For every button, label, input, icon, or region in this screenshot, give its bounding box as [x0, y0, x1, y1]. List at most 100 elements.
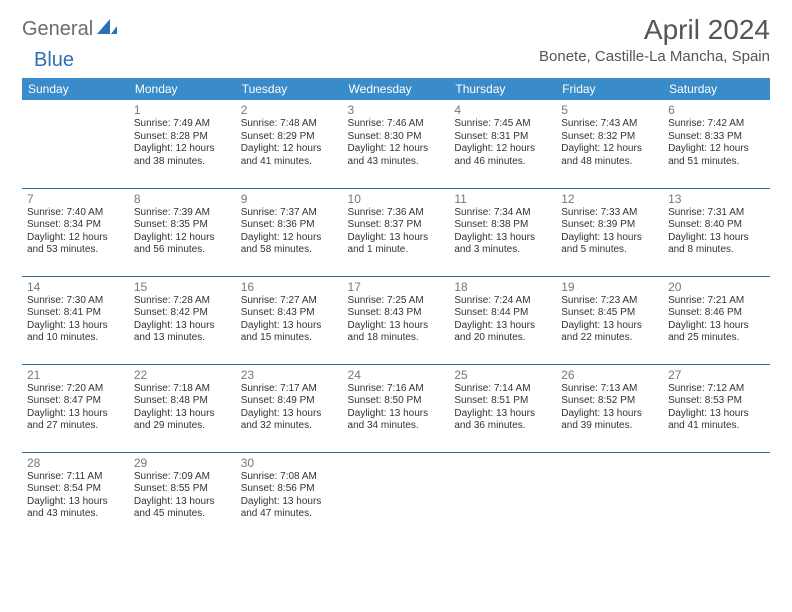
day-number: 14: [27, 280, 124, 294]
day-number: 4: [454, 103, 551, 117]
day-info: Sunrise: 7:39 AMSunset: 8:35 PMDaylight:…: [134, 207, 231, 257]
day-number: 11: [454, 192, 551, 206]
calendar-day-cell: 7Sunrise: 7:40 AMSunset: 8:34 PMDaylight…: [22, 188, 129, 276]
day-info: Sunrise: 7:40 AMSunset: 8:34 PMDaylight:…: [27, 207, 124, 257]
day-number: 29: [134, 456, 231, 470]
calendar-week-row: 14Sunrise: 7:30 AMSunset: 8:41 PMDayligh…: [22, 276, 770, 364]
calendar-day-cell: 3Sunrise: 7:46 AMSunset: 8:30 PMDaylight…: [343, 100, 450, 188]
day-info: Sunrise: 7:45 AMSunset: 8:31 PMDaylight:…: [454, 118, 551, 168]
calendar-day-cell: [449, 452, 556, 540]
calendar-day-cell: 5Sunrise: 7:43 AMSunset: 8:32 PMDaylight…: [556, 100, 663, 188]
calendar-day-cell: 11Sunrise: 7:34 AMSunset: 8:38 PMDayligh…: [449, 188, 556, 276]
day-number: 28: [27, 456, 124, 470]
day-info: Sunrise: 7:33 AMSunset: 8:39 PMDaylight:…: [561, 207, 658, 257]
calendar-day-cell: 19Sunrise: 7:23 AMSunset: 8:45 PMDayligh…: [556, 276, 663, 364]
calendar-day-cell: 23Sunrise: 7:17 AMSunset: 8:49 PMDayligh…: [236, 364, 343, 452]
day-info: Sunrise: 7:16 AMSunset: 8:50 PMDaylight:…: [348, 383, 445, 433]
day-number: 2: [241, 103, 338, 117]
day-info: Sunrise: 7:13 AMSunset: 8:52 PMDaylight:…: [561, 383, 658, 433]
day-info: Sunrise: 7:25 AMSunset: 8:43 PMDaylight:…: [348, 295, 445, 345]
day-info: Sunrise: 7:48 AMSunset: 8:29 PMDaylight:…: [241, 118, 338, 168]
calendar-day-cell: 9Sunrise: 7:37 AMSunset: 8:36 PMDaylight…: [236, 188, 343, 276]
day-info: Sunrise: 7:31 AMSunset: 8:40 PMDaylight:…: [668, 207, 765, 257]
day-info: Sunrise: 7:12 AMSunset: 8:53 PMDaylight:…: [668, 383, 765, 433]
calendar-week-row: 1Sunrise: 7:49 AMSunset: 8:28 PMDaylight…: [22, 100, 770, 188]
calendar-day-cell: 26Sunrise: 7:13 AMSunset: 8:52 PMDayligh…: [556, 364, 663, 452]
calendar-day-cell: [343, 452, 450, 540]
calendar-day-cell: 25Sunrise: 7:14 AMSunset: 8:51 PMDayligh…: [449, 364, 556, 452]
calendar-day-cell: 15Sunrise: 7:28 AMSunset: 8:42 PMDayligh…: [129, 276, 236, 364]
day-number: 20: [668, 280, 765, 294]
day-info: Sunrise: 7:37 AMSunset: 8:36 PMDaylight:…: [241, 207, 338, 257]
calendar-day-cell: 17Sunrise: 7:25 AMSunset: 8:43 PMDayligh…: [343, 276, 450, 364]
day-info: Sunrise: 7:09 AMSunset: 8:55 PMDaylight:…: [134, 471, 231, 521]
weekday-header: Monday: [129, 78, 236, 100]
day-number: 25: [454, 368, 551, 382]
calendar-page: General April 2024 Bonete, Castille-La M…: [0, 0, 792, 540]
calendar-day-cell: 14Sunrise: 7:30 AMSunset: 8:41 PMDayligh…: [22, 276, 129, 364]
day-info: Sunrise: 7:34 AMSunset: 8:38 PMDaylight:…: [454, 207, 551, 257]
calendar-day-cell: 21Sunrise: 7:20 AMSunset: 8:47 PMDayligh…: [22, 364, 129, 452]
day-info: Sunrise: 7:24 AMSunset: 8:44 PMDaylight:…: [454, 295, 551, 345]
title-block: April 2024 Bonete, Castille-La Mancha, S…: [539, 14, 770, 65]
day-info: Sunrise: 7:46 AMSunset: 8:30 PMDaylight:…: [348, 118, 445, 168]
day-number: 7: [27, 192, 124, 206]
calendar-day-cell: 20Sunrise: 7:21 AMSunset: 8:46 PMDayligh…: [663, 276, 770, 364]
day-number: 10: [348, 192, 445, 206]
weekday-header: Sunday: [22, 78, 129, 100]
location: Bonete, Castille-La Mancha, Spain: [539, 48, 770, 65]
logo: General: [22, 14, 119, 41]
day-info: Sunrise: 7:18 AMSunset: 8:48 PMDaylight:…: [134, 383, 231, 433]
day-info: Sunrise: 7:27 AMSunset: 8:43 PMDaylight:…: [241, 295, 338, 345]
day-info: Sunrise: 7:49 AMSunset: 8:28 PMDaylight:…: [134, 118, 231, 168]
day-number: 17: [348, 280, 445, 294]
month-title: April 2024: [539, 14, 770, 46]
calendar-day-cell: [556, 452, 663, 540]
calendar-day-cell: 27Sunrise: 7:12 AMSunset: 8:53 PMDayligh…: [663, 364, 770, 452]
weekday-header: Thursday: [449, 78, 556, 100]
day-number: 8: [134, 192, 231, 206]
calendar-day-cell: 6Sunrise: 7:42 AMSunset: 8:33 PMDaylight…: [663, 100, 770, 188]
calendar-week-row: 28Sunrise: 7:11 AMSunset: 8:54 PMDayligh…: [22, 452, 770, 540]
day-info: Sunrise: 7:36 AMSunset: 8:37 PMDaylight:…: [348, 207, 445, 257]
day-info: Sunrise: 7:08 AMSunset: 8:56 PMDaylight:…: [241, 471, 338, 521]
day-number: 22: [134, 368, 231, 382]
logo-text-blue: Blue: [34, 49, 74, 71]
calendar-day-cell: 10Sunrise: 7:36 AMSunset: 8:37 PMDayligh…: [343, 188, 450, 276]
day-info: Sunrise: 7:14 AMSunset: 8:51 PMDaylight:…: [454, 383, 551, 433]
day-number: 26: [561, 368, 658, 382]
day-info: Sunrise: 7:42 AMSunset: 8:33 PMDaylight:…: [668, 118, 765, 168]
weekday-header: Saturday: [663, 78, 770, 100]
calendar-day-cell: 18Sunrise: 7:24 AMSunset: 8:44 PMDayligh…: [449, 276, 556, 364]
day-info: Sunrise: 7:43 AMSunset: 8:32 PMDaylight:…: [561, 118, 658, 168]
calendar-day-cell: 13Sunrise: 7:31 AMSunset: 8:40 PMDayligh…: [663, 188, 770, 276]
day-info: Sunrise: 7:28 AMSunset: 8:42 PMDaylight:…: [134, 295, 231, 345]
day-number: 5: [561, 103, 658, 117]
day-info: Sunrise: 7:23 AMSunset: 8:45 PMDaylight:…: [561, 295, 658, 345]
calendar-day-cell: 1Sunrise: 7:49 AMSunset: 8:28 PMDaylight…: [129, 100, 236, 188]
day-info: Sunrise: 7:30 AMSunset: 8:41 PMDaylight:…: [27, 295, 124, 345]
day-number: 18: [454, 280, 551, 294]
day-number: 6: [668, 103, 765, 117]
calendar-day-cell: [22, 100, 129, 188]
day-number: 12: [561, 192, 658, 206]
day-number: 21: [27, 368, 124, 382]
calendar-day-cell: [663, 452, 770, 540]
calendar-table: Sunday Monday Tuesday Wednesday Thursday…: [22, 78, 770, 540]
day-number: 9: [241, 192, 338, 206]
day-info: Sunrise: 7:20 AMSunset: 8:47 PMDaylight:…: [27, 383, 124, 433]
calendar-day-cell: 24Sunrise: 7:16 AMSunset: 8:50 PMDayligh…: [343, 364, 450, 452]
weekday-header: Wednesday: [343, 78, 450, 100]
day-number: 3: [348, 103, 445, 117]
calendar-day-cell: 22Sunrise: 7:18 AMSunset: 8:48 PMDayligh…: [129, 364, 236, 452]
day-number: 27: [668, 368, 765, 382]
calendar-week-row: 21Sunrise: 7:20 AMSunset: 8:47 PMDayligh…: [22, 364, 770, 452]
day-number: 1: [134, 103, 231, 117]
day-number: 13: [668, 192, 765, 206]
calendar-day-cell: 28Sunrise: 7:11 AMSunset: 8:54 PMDayligh…: [22, 452, 129, 540]
calendar-day-cell: 2Sunrise: 7:48 AMSunset: 8:29 PMDaylight…: [236, 100, 343, 188]
day-number: 16: [241, 280, 338, 294]
day-info: Sunrise: 7:21 AMSunset: 8:46 PMDaylight:…: [668, 295, 765, 345]
day-info: Sunrise: 7:11 AMSunset: 8:54 PMDaylight:…: [27, 471, 124, 521]
weekday-header: Friday: [556, 78, 663, 100]
